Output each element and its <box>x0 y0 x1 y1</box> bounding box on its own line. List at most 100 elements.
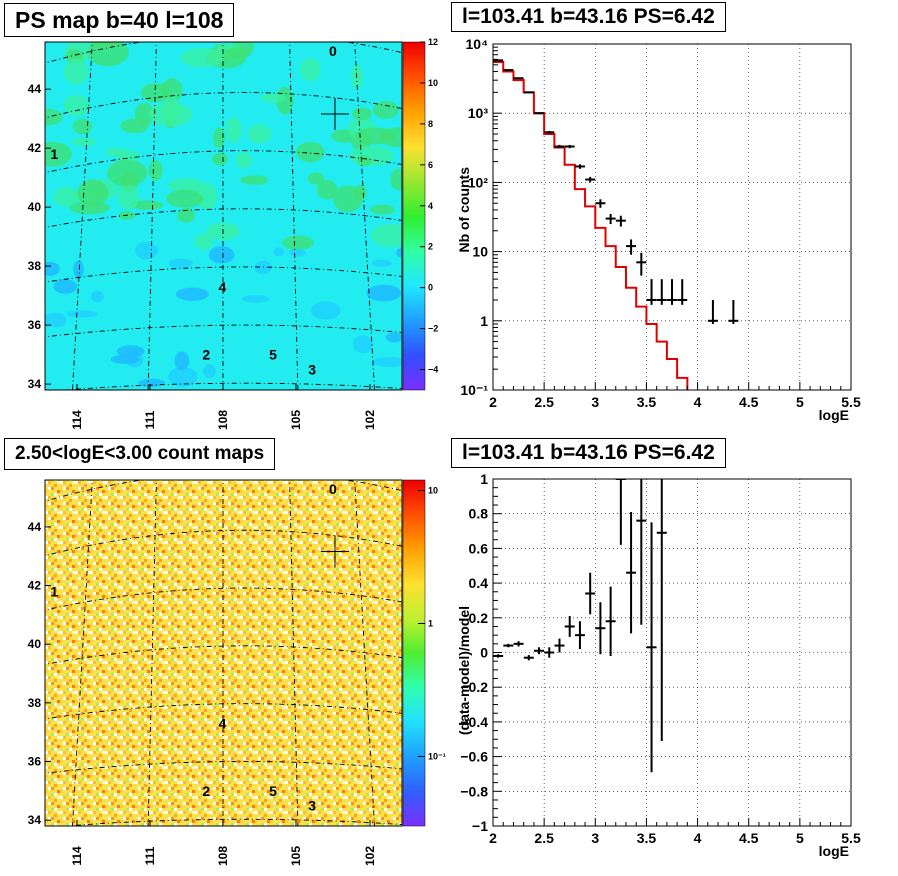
positive-excess-blob <box>63 95 90 117</box>
positive-excess-blob <box>356 155 372 167</box>
y-tick-label: 34 <box>28 377 42 391</box>
x-tick-label: 3 <box>591 830 599 846</box>
count-map-colorbar <box>402 479 426 827</box>
spectrum-frame <box>492 43 852 391</box>
source-label-3: 3 <box>308 797 316 813</box>
y-tick-label: −0.2 <box>460 679 488 695</box>
negative-excess-blob <box>289 248 306 257</box>
x-tick-label: 3 <box>591 394 599 410</box>
y-tick-label: 0.2 <box>469 610 489 626</box>
x-tick-label: 4.5 <box>739 830 759 846</box>
x-tick-label: 4 <box>694 830 702 846</box>
latitude-line <box>45 208 402 228</box>
x-tick-label: 108 <box>216 846 230 866</box>
y-tick-label: 1 <box>480 471 488 487</box>
negative-excess-blob <box>366 284 402 302</box>
count-map-y-ticks: 34 36 38 40 42 44 <box>28 520 51 827</box>
target-crosshair-icon <box>320 535 349 568</box>
source-label-1: 1 <box>50 146 58 162</box>
source-label-2: 2 <box>202 347 210 363</box>
colorbar-tick-label: 12 <box>428 37 438 47</box>
positive-excess-blob <box>372 100 400 119</box>
source-label-4: 4 <box>218 279 226 295</box>
negative-excess-blob <box>175 287 209 301</box>
y-tick-label: 10³ <box>468 105 489 121</box>
model-step-line <box>493 60 689 390</box>
ps-map-x-ticks: 114 111 108 105 102 <box>70 384 377 430</box>
y-tick-label: 44 <box>28 82 42 96</box>
y-tick-label: 42 <box>28 141 42 155</box>
y-tick-label: −0.8 <box>460 783 488 799</box>
positive-excess-blob <box>351 64 364 90</box>
target-crosshair-icon <box>320 97 349 130</box>
x-tick-label: 4.5 <box>739 394 759 410</box>
latitude-line <box>45 645 402 665</box>
y-tick-label: 40 <box>28 200 42 214</box>
positive-excess-blob <box>71 137 97 146</box>
y-tick-label: 42 <box>28 579 42 593</box>
residual-x-axis-label: logE <box>819 843 849 859</box>
source-label-0: 0 <box>329 43 337 59</box>
x-tick-label: 5 <box>796 394 804 410</box>
negative-excess-blob <box>241 295 270 303</box>
positive-excess-blob <box>64 58 89 85</box>
residual-plot: 2 2.5 3 3.5 4 4.5 5 5.5 1 0.8 0.6 0.4 0.2 0 −0.2 −0.4 −… <box>456 471 861 859</box>
x-tick-label: 2.5 <box>534 830 554 846</box>
negative-excess-blob <box>385 332 402 343</box>
residual-tick-marks <box>492 478 852 827</box>
spectrum-model-line <box>493 60 689 390</box>
positive-excess-blob <box>45 141 72 167</box>
negative-excess-blob <box>45 261 60 276</box>
x-tick-label: 102 <box>363 846 377 866</box>
count-map-title: 2.50<logE<3.00 count maps <box>4 438 276 470</box>
positive-excess-blob <box>77 179 109 207</box>
positive-excess-blob <box>72 118 93 135</box>
latitude-line <box>45 150 402 174</box>
y-tick-label: 36 <box>28 754 42 768</box>
ps-map-source-labels: 0 1 2 3 4 5 <box>50 43 337 378</box>
x-tick-label: 2 <box>489 830 497 846</box>
positive-excess-blob <box>224 47 252 59</box>
count-map-texture <box>45 480 402 826</box>
y-tick-label: 0.8 <box>469 506 489 522</box>
count-map-colorbar-ticks: 10 1 10⁻¹ <box>418 486 446 761</box>
positive-excess-blob <box>225 117 242 144</box>
x-tick-label: 5.5 <box>841 394 861 410</box>
y-tick-label: 10² <box>468 174 489 190</box>
positive-excess-blob <box>212 127 225 148</box>
negative-excess-blob <box>73 260 84 279</box>
negative-excess-blob <box>90 290 105 303</box>
source-label-4: 4 <box>218 715 226 731</box>
positive-excess-blob <box>167 178 204 192</box>
residual-y-axis-label: (data-model)/model <box>456 606 472 735</box>
x-tick-label: 2.5 <box>534 394 554 410</box>
source-label-3: 3 <box>308 361 316 377</box>
negative-excess-blob <box>202 364 216 379</box>
source-label-5: 5 <box>269 347 277 363</box>
colorbar-tick-label: −4 <box>428 365 438 375</box>
y-tick-label: 10 <box>472 244 488 260</box>
colorbar-tick-label: 1 <box>428 619 433 629</box>
x-tick-label: 111 <box>143 410 157 429</box>
y-tick-label: 38 <box>28 259 42 273</box>
positive-excess-blob <box>212 152 228 166</box>
residual-data-points <box>493 479 667 773</box>
positive-excess-blob <box>130 200 164 210</box>
colorbar-tick-label: 10 <box>428 78 438 88</box>
spectrum-title: l=103.41 b=43.16 PS=6.42 <box>451 2 726 32</box>
latitude-line <box>45 324 402 338</box>
positive-excess-blob <box>106 159 148 187</box>
positive-excess-blob <box>166 189 204 208</box>
positive-excess-blob <box>194 233 213 250</box>
x-tick-label: 3.5 <box>637 394 657 410</box>
ps-map-background <box>45 42 402 390</box>
y-tick-label: −0.4 <box>460 714 488 730</box>
colorbar-tick-label: 2 <box>428 242 433 252</box>
negative-excess-blob <box>371 259 392 267</box>
y-tick-label: −1 <box>472 818 488 834</box>
negative-excess-blob <box>138 378 165 388</box>
positive-excess-blob <box>105 147 128 157</box>
y-tick-label: 0.6 <box>469 540 489 556</box>
positive-excess-blob <box>299 57 321 82</box>
latitude-line <box>59 382 402 390</box>
